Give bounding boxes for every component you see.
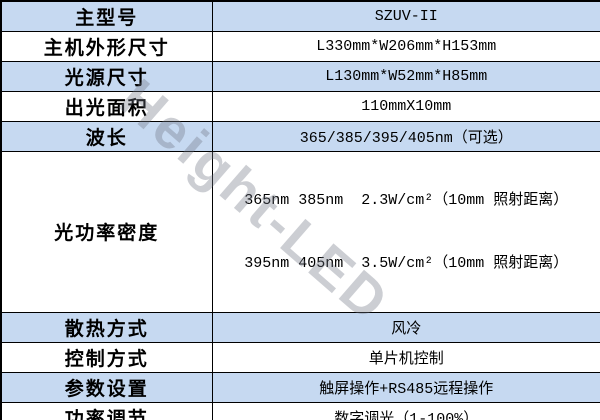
- table-row: 参数设置 触屏操作+RS485远程操作: [0, 371, 600, 403]
- spec-label: 出光面积: [0, 90, 213, 122]
- spec-value: L130mm*W52mm*H85mm: [211, 60, 600, 92]
- table-row: 散热方式 风冷: [0, 311, 600, 343]
- spec-label: 主型号: [0, 0, 213, 32]
- spec-value: 单片机控制: [211, 341, 600, 373]
- spec-label: 功率调节: [0, 401, 213, 420]
- spec-label: 波长: [0, 120, 213, 152]
- spec-label: 散热方式: [0, 311, 213, 343]
- spec-value-line: 365nm 385nm 2.3W/cm²（10mm 照射距离）: [244, 191, 569, 209]
- table-row: 控制方式 单片机控制: [0, 341, 600, 373]
- table-row: 光功率密度 365nm 385nm 2.3W/cm²（10mm 照射距离） 39…: [0, 150, 600, 313]
- table-row: 主型号 SZUV-II: [0, 0, 600, 32]
- spec-value: 110mmX10mm: [211, 90, 600, 122]
- spec-value: 风冷: [211, 311, 600, 343]
- spec-label: 光源尺寸: [0, 60, 213, 92]
- spec-value: 触屏操作+RS485远程操作: [211, 371, 600, 403]
- spec-value: L330mm*W206mm*H153mm: [211, 30, 600, 62]
- table-row: 出光面积 110mmX10mm: [0, 90, 600, 122]
- spec-value: 365nm 385nm 2.3W/cm²（10mm 照射距离） 395nm 40…: [211, 150, 600, 313]
- table-row: 光源尺寸 L130mm*W52mm*H85mm: [0, 60, 600, 92]
- spec-label: 控制方式: [0, 341, 213, 373]
- spec-value: SZUV-II: [211, 0, 600, 32]
- spec-label: 光功率密度: [0, 150, 213, 313]
- table-row: 主机外形尺寸 L330mm*W206mm*H153mm: [0, 30, 600, 62]
- spec-value-line: 395nm 405nm 3.5W/cm²（10mm 照射距离）: [244, 254, 569, 272]
- table-row: 功率调节 数字调光（1-100%）: [0, 401, 600, 420]
- spec-label: 主机外形尺寸: [0, 30, 213, 62]
- spec-value: 365/385/395/405nm（可选）: [211, 120, 600, 152]
- table-row: 波长 365/385/395/405nm（可选）: [0, 120, 600, 152]
- spec-label: 参数设置: [0, 371, 213, 403]
- spec-value: 数字调光（1-100%）: [211, 401, 600, 420]
